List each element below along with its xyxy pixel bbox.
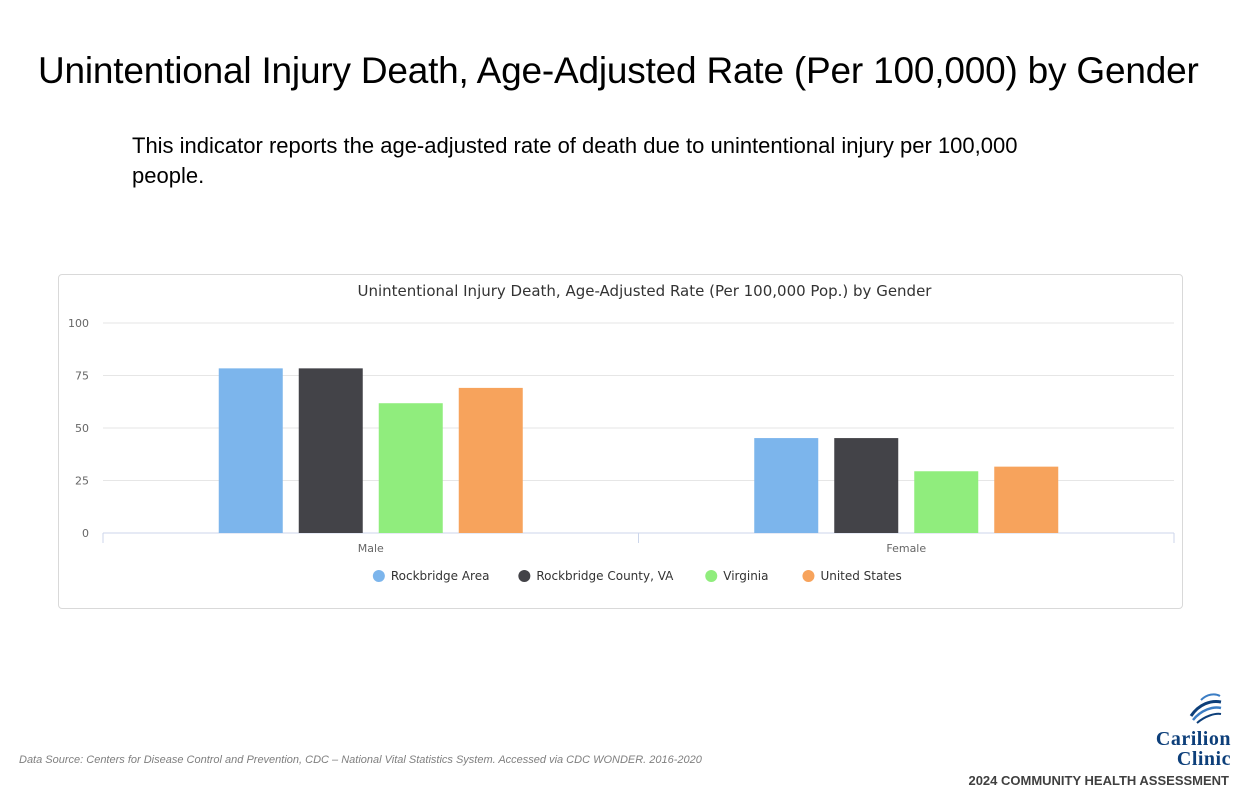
x-tick-label: Female [886,542,926,555]
y-tick-label: 100 [68,317,89,330]
y-tick-label: 75 [75,370,89,383]
legend-label: United States [820,569,901,583]
legend-marker [372,570,385,582]
logo-wordmark-line1: Carilion [1155,728,1231,750]
x-tick-label: Male [358,542,384,555]
y-tick-label: 25 [75,475,89,488]
legend-marker [705,570,718,582]
swoosh-logo-icon [1189,693,1222,724]
y-tick-label: 50 [75,422,89,435]
bar [218,368,283,533]
bar [378,403,443,533]
bar [458,387,523,533]
footer-label: 2024 COMMUNITY HEALTH ASSESSMENT [968,773,1229,788]
bar-chart: Unintentional Injury Death, Age-Adjusted… [68,282,1175,583]
bar [298,368,363,533]
chart-container: Unintentional Injury Death, Age-Adjusted… [58,274,1183,609]
legend-label: Virginia [723,569,768,583]
bar [914,471,979,533]
legend-marker [518,570,531,582]
legend-label: Rockbridge Area [391,569,490,583]
legend-label: Rockbridge County, VA [536,569,674,583]
bar [834,438,899,533]
bar [754,438,819,533]
legend-marker [802,570,815,582]
chart-title: Unintentional Injury Death, Age-Adjusted… [358,282,933,300]
carilion-clinic-logo: Carilion Clinic [1111,690,1231,770]
logo-wordmark-line2: Clinic [1176,748,1231,770]
y-tick-label: 0 [82,527,89,540]
bar [994,466,1059,533]
data-source-note: Data Source: Centers for Disease Control… [19,754,702,766]
page-title: Unintentional Injury Death, Age-Adjusted… [38,50,1199,91]
indicator-description: This indicator reports the age-adjusted … [132,133,1018,188]
